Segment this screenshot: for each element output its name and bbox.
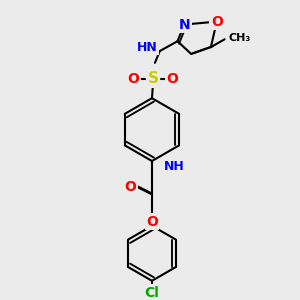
Text: Cl: Cl bbox=[145, 286, 159, 300]
Text: O: O bbox=[211, 15, 223, 28]
Text: N: N bbox=[178, 17, 190, 32]
Text: S: S bbox=[147, 71, 158, 86]
Text: O: O bbox=[124, 179, 136, 194]
Text: NH: NH bbox=[164, 160, 184, 173]
Text: O: O bbox=[167, 71, 178, 85]
Text: O: O bbox=[128, 71, 139, 85]
Text: O: O bbox=[146, 215, 158, 229]
Text: HN: HN bbox=[137, 40, 158, 54]
Text: CH₃: CH₃ bbox=[229, 33, 251, 43]
